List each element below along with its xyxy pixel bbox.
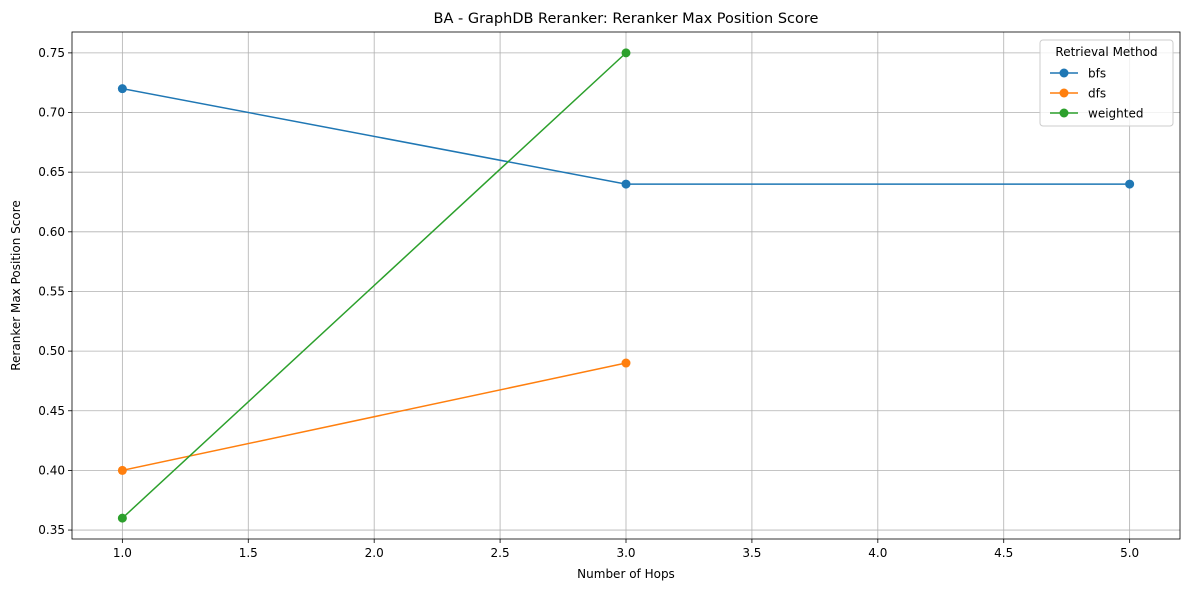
series-line-weighted	[121, 52, 627, 519]
y-tick-label: 0.45	[38, 404, 65, 418]
x-tick-label: 4.0	[868, 546, 887, 560]
y-tick-label: 0.65	[38, 165, 65, 179]
x-axis-title: Number of Hops	[577, 567, 675, 581]
legend-item-weighted: weighted	[1050, 107, 1143, 121]
y-tick-label: 0.40	[38, 463, 65, 477]
data-point-weighted	[621, 48, 631, 58]
y-tick-label: 0.50	[38, 344, 65, 358]
data-point-weighted	[117, 513, 127, 523]
legend-marker	[1059, 108, 1069, 118]
y-tick-label: 0.70	[38, 106, 65, 120]
legend-title: Retrieval Method	[1055, 45, 1157, 59]
legend: Retrieval Method bfs dfs weighted	[1039, 39, 1174, 127]
legend-item-bfs: bfs	[1050, 67, 1106, 81]
y-axis-title: Reranker Max Position Score	[9, 200, 23, 371]
x-tick-label: 4.5	[994, 546, 1013, 560]
legend-label: weighted	[1088, 107, 1143, 121]
data-point-bfs	[1125, 179, 1135, 189]
data-point-bfs	[117, 84, 127, 94]
legend-label: dfs	[1088, 87, 1106, 101]
series-weighted	[117, 48, 631, 523]
series-dfs	[117, 358, 631, 475]
data-point-bfs	[621, 179, 631, 189]
data-point-dfs	[117, 465, 127, 475]
data-point-dfs	[621, 358, 631, 368]
y-tick-label: 0.55	[38, 284, 65, 298]
series-layer	[117, 48, 1135, 523]
x-tick-label: 3.5	[742, 546, 761, 560]
ticks: 1.0 1.5 2.0 2.5 3.0 3.5 4.0 4.5 5.0 0.35 0.40 0.45 0…	[38, 46, 1139, 560]
y-tick-label: 0.60	[38, 225, 65, 239]
series-bfs	[117, 84, 1135, 189]
x-tick-label: 2.0	[365, 546, 384, 560]
legend-box	[1039, 39, 1174, 127]
legend-marker	[1059, 68, 1069, 78]
legend-label: bfs	[1088, 67, 1106, 81]
x-tick-label: 3.0	[616, 546, 635, 560]
x-tick-label: 1.0	[113, 546, 132, 560]
legend-marker	[1059, 88, 1069, 98]
legend-items: bfs dfs weighted	[1050, 67, 1143, 121]
legend-item-dfs: dfs	[1050, 87, 1106, 101]
series-line-dfs	[122, 362, 627, 472]
x-tick-label: 5.0	[1120, 546, 1139, 560]
y-tick-label: 0.35	[38, 523, 65, 537]
x-tick-label: 2.5	[491, 546, 510, 560]
chart-title: BA - GraphDB Reranker: Reranker Max Posi…	[434, 11, 819, 27]
x-tick-label: 1.5	[239, 546, 258, 560]
y-tick-label: 0.75	[38, 46, 65, 60]
